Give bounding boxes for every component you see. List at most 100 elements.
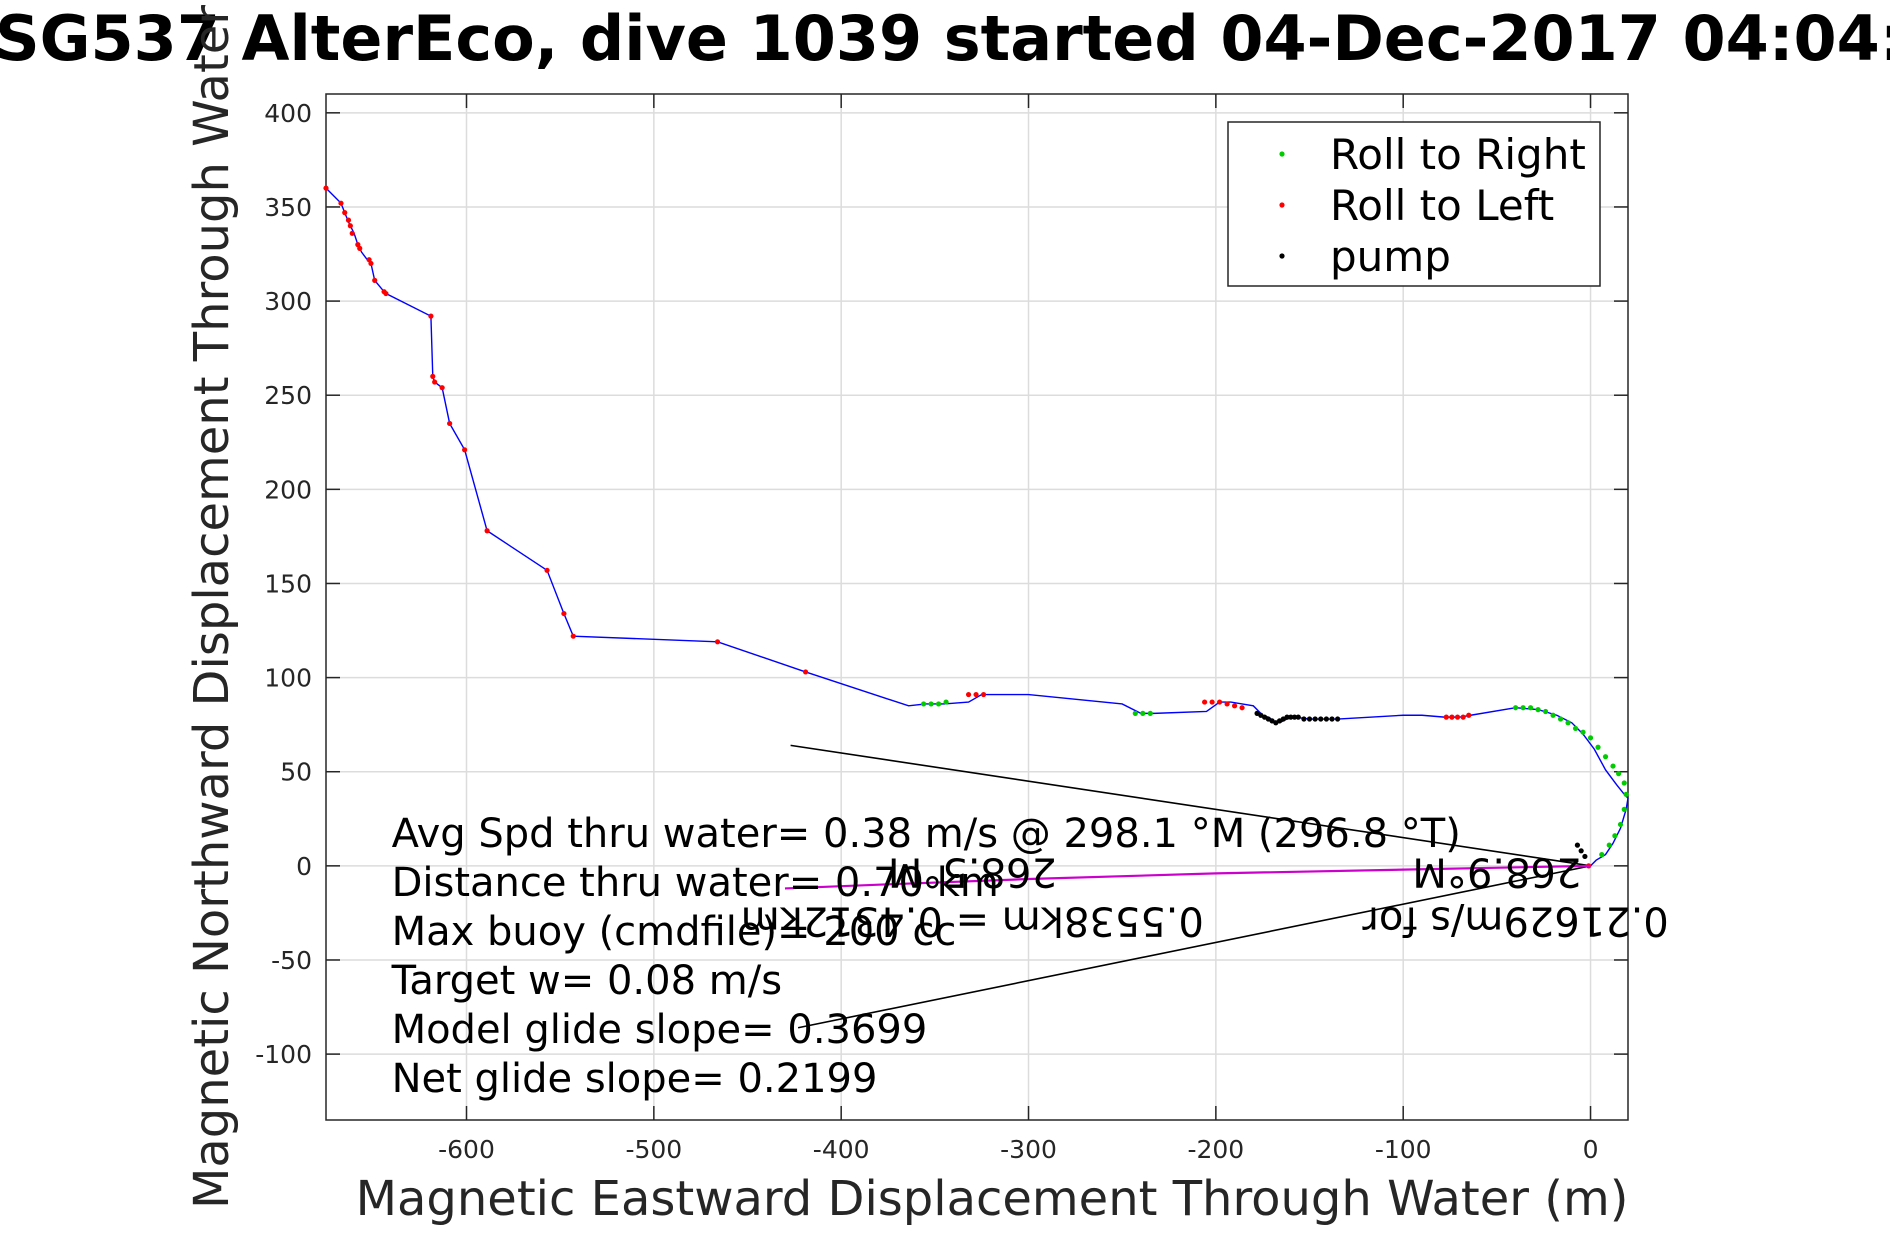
roll-left-point <box>714 639 721 645</box>
legend-box <box>1227 121 1601 287</box>
roll-left-point <box>802 669 809 675</box>
roll-left-point <box>1466 712 1472 718</box>
pump-point <box>1329 716 1335 722</box>
pump-point <box>1301 716 1307 722</box>
roll-right-point <box>1623 791 1629 797</box>
roll-left-point <box>980 691 987 698</box>
roll-right-point <box>928 701 934 707</box>
roll-right-point <box>1617 821 1624 828</box>
roll-right-point <box>1527 705 1534 711</box>
pump-point <box>1582 853 1588 860</box>
roll-right-point <box>1557 716 1564 722</box>
pump-point <box>1306 716 1313 722</box>
pump-point <box>1578 848 1584 854</box>
annotation-text: Net glide slope= 0.2199 <box>392 1056 878 1102</box>
roll-left-point <box>1231 703 1238 709</box>
track-line <box>325 187 1629 867</box>
annotation-text: 268.5°M <box>888 848 1057 894</box>
y-tick-label: 400 <box>264 99 312 128</box>
roll-left-point <box>1460 714 1466 720</box>
ticks: -600 -500 -400 -300 -200 -100 0-100-5005010015… <box>255 94 1628 1164</box>
roll-left-point <box>447 420 453 427</box>
roll-left-point <box>1224 701 1230 707</box>
annotation-text: Avg Spd thru water= 0.38 m/s @ 298.1 °M … <box>392 811 1461 857</box>
y-tick-label: 200 <box>264 475 312 504</box>
annotations: Avg Spd thru water= 0.38 m/s @ 298.1 °M … <box>391 811 1669 1102</box>
y-tick-label: 150 <box>264 569 312 598</box>
y-tick-label: -100 <box>255 1040 312 1069</box>
pump-point <box>1295 714 1301 720</box>
roll-right-point <box>1565 720 1571 726</box>
pump-point <box>1323 716 1329 722</box>
roll-left-point <box>368 260 374 267</box>
y-tick-label: 50 <box>280 758 312 787</box>
x-tick-label: -400 <box>813 1135 870 1164</box>
roll-left-point <box>1443 714 1449 720</box>
x-tick-label: -200 <box>1187 1135 1244 1164</box>
roll-right-point <box>1621 780 1627 786</box>
x-tick-label: -100 <box>1375 1135 1432 1164</box>
annotation-text: Distance thru water= 0.70 km <box>392 860 999 906</box>
vector-line <box>797 865 1591 1029</box>
legend-marker <box>1279 202 1285 208</box>
roll-left-point <box>1217 699 1223 705</box>
roll-left-point <box>1209 699 1215 705</box>
current-line <box>784 864 1591 890</box>
annotation-text: 0.5538km = 0.4312km <box>741 897 1204 943</box>
legend-label: pump <box>1330 232 1451 281</box>
roll-right-point <box>1550 712 1556 718</box>
y-axis-label: Magnetic Northward Displacement Through … <box>184 0 240 1209</box>
y-tick-label: 0 <box>296 852 312 881</box>
roll-right-point <box>1599 851 1605 858</box>
roll-right-point <box>1606 842 1612 848</box>
roll-right-point <box>1610 763 1616 769</box>
pump-point <box>1291 714 1298 720</box>
x-tick-label: -300 <box>1000 1135 1057 1164</box>
y-tick-label: 100 <box>264 664 312 693</box>
roll-right-point <box>1612 833 1618 839</box>
roll-left-point <box>570 633 576 639</box>
roll-right-point <box>1587 735 1594 741</box>
x-tick-label: 0 <box>1583 1135 1599 1164</box>
roll-left-point <box>1454 714 1461 720</box>
roll-left-point <box>462 447 468 453</box>
roll-right-point <box>1602 754 1609 760</box>
legend-marker <box>1279 253 1285 259</box>
roll-left-point <box>428 313 434 319</box>
legend-label: Roll to Right <box>1330 130 1586 179</box>
annotation-text: 268.9°M <box>1412 848 1581 894</box>
roll-left-point <box>965 691 972 698</box>
roll-left-point <box>347 223 353 229</box>
roll-right-point <box>1132 710 1138 716</box>
roll-right-point <box>1140 710 1146 716</box>
pump-point <box>1574 842 1581 848</box>
roll-left-point <box>372 277 378 283</box>
roll-left-point <box>544 567 550 573</box>
roll-left-point <box>1239 705 1245 711</box>
y-tick-label: 350 <box>264 193 312 222</box>
roll-right-point <box>1572 725 1579 732</box>
y-tick-label: -50 <box>271 946 312 975</box>
roll-right-point <box>1580 729 1586 735</box>
roll-left-point <box>357 245 363 251</box>
y-tick-label: 300 <box>264 287 312 316</box>
legend-marker <box>1279 151 1285 157</box>
roll-right-point <box>935 701 942 707</box>
annotation-text: Model glide slope= 0.3699 <box>392 1007 928 1053</box>
x-tick-label: -600 <box>438 1135 495 1164</box>
roll-left-point <box>973 691 979 698</box>
roll-right-point <box>1621 806 1627 812</box>
pump-point <box>1284 714 1290 720</box>
roll-right-point <box>1542 708 1549 715</box>
annotation-text: Max buoy (cmdfile)= 200 cc <box>392 909 957 955</box>
x-tick-label: -500 <box>625 1135 682 1164</box>
pump-point <box>1335 716 1341 722</box>
roll-left-point <box>430 373 436 379</box>
roll-right-point <box>1512 705 1519 711</box>
roll-right-point <box>1616 771 1622 777</box>
roll-left-point <box>561 610 567 617</box>
roll-right-point <box>1535 707 1541 713</box>
roll-left-point <box>345 217 352 223</box>
